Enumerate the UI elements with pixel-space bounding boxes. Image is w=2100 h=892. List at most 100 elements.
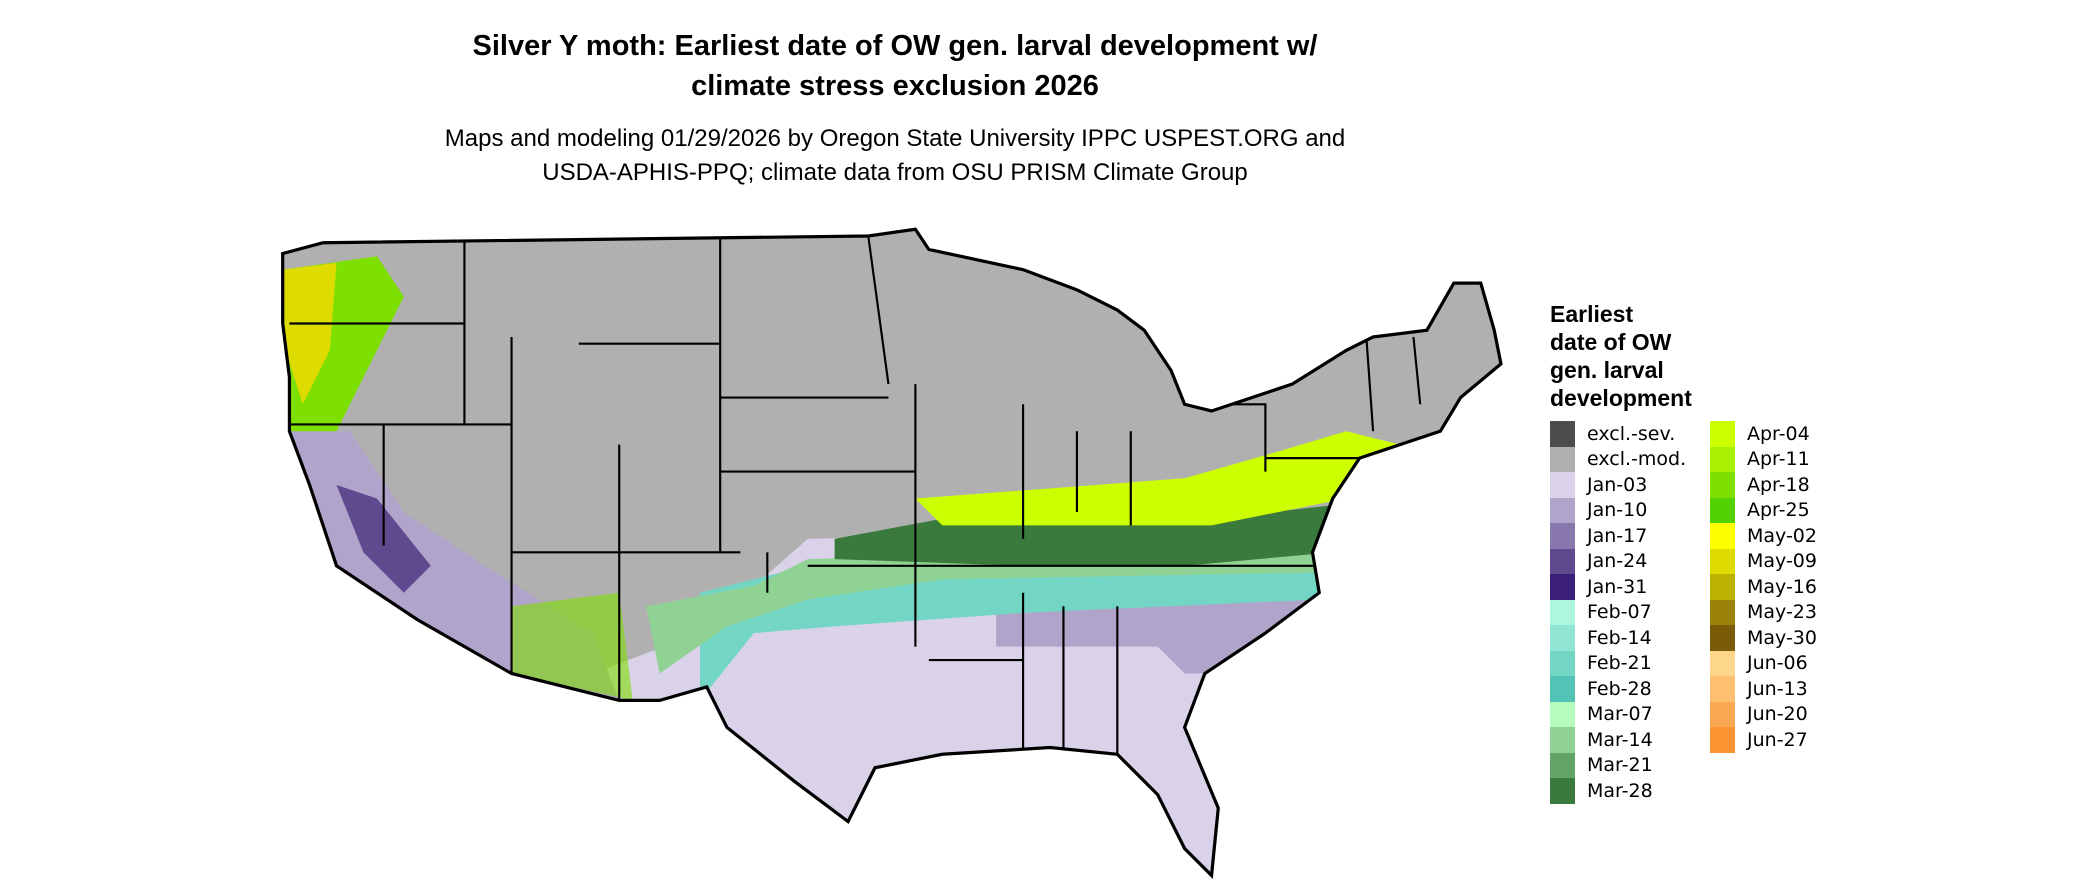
legend-title-line: gen. larval: [1550, 357, 1664, 383]
legend-swatch: [1550, 523, 1575, 549]
map-subtitle: Maps and modeling 01/29/2026 by Oregon S…: [300, 122, 1490, 190]
legend-item: May-02: [1710, 523, 1817, 549]
legend-swatch: [1550, 676, 1575, 702]
legend-item: Apr-25: [1710, 497, 1817, 523]
legend-item: Apr-11: [1710, 446, 1817, 472]
legend-item: Mar-07: [1550, 701, 1686, 727]
legend-item: excl.-mod.: [1550, 446, 1687, 472]
legend-label: Mar-21: [1587, 754, 1653, 777]
legend-item: Apr-18: [1710, 472, 1817, 498]
legend-item: Jan-03: [1550, 472, 1686, 498]
legend-label: Feb-14: [1587, 626, 1652, 649]
legend-swatch: [1710, 472, 1735, 498]
legend-label: Jun-20: [1747, 703, 1808, 726]
region-west-may: [282, 262, 337, 405]
legend-item: Jan-10: [1550, 497, 1686, 523]
legend-label: Mar-28: [1587, 779, 1653, 802]
legend-label: excl.-sev.: [1587, 422, 1676, 445]
legend-title-line: Earliest: [1550, 301, 1634, 327]
legend-swatch: [1550, 625, 1575, 651]
title-line-1: Silver Y moth: Earliest date of OW gen. …: [472, 30, 1318, 62]
legend-column-2: Apr-04 Apr-11 Apr-18 Apr-25 May-02 May-09 May-…: [1710, 421, 1817, 753]
legend-swatch: [1710, 574, 1735, 600]
legend-swatch: [1550, 599, 1575, 625]
legend-item: Feb-28: [1550, 676, 1686, 702]
legend-swatch: [1550, 446, 1575, 472]
legend-swatch: [1550, 421, 1575, 447]
map-title: Silver Y moth: Earliest date of OW gen. …: [300, 26, 1490, 106]
legend-label: Jun-13: [1747, 677, 1808, 700]
legend-label: May-30: [1747, 626, 1817, 649]
legend-item: Jan-24: [1550, 548, 1686, 574]
subtitle-line-2: USDA-APHIS-PPQ; climate data from OSU PR…: [542, 159, 1248, 186]
legend-swatch: [1710, 523, 1735, 549]
legend-title-line: development: [1550, 385, 1692, 411]
legend-swatch: [1710, 446, 1735, 472]
legend-label: Mar-14: [1587, 728, 1653, 751]
legend-title: Earliest date of OW gen. larval developm…: [1550, 300, 1692, 412]
legend-swatch: [1710, 497, 1735, 523]
legend-item: May-23: [1710, 599, 1817, 625]
legend-item: May-09: [1710, 548, 1817, 574]
legend-label: Jun-27: [1747, 728, 1808, 751]
legend-label: Jan-17: [1587, 524, 1648, 547]
legend-swatch: [1710, 421, 1735, 447]
legend-swatch: [1710, 727, 1735, 753]
legend-item: Mar-14: [1550, 727, 1686, 753]
legend-label: Mar-07: [1587, 703, 1653, 726]
legend-item: Mar-21: [1550, 752, 1686, 778]
title-line-2: climate stress exclusion 2026: [691, 70, 1099, 102]
legend-item: Apr-04: [1710, 421, 1817, 447]
legend-item: Feb-07: [1550, 599, 1686, 625]
legend-swatch: [1550, 472, 1575, 498]
legend-swatch: [1710, 701, 1735, 727]
legend-swatch: [1710, 548, 1735, 574]
legend-label: Jan-24: [1587, 550, 1648, 573]
legend-item: Jun-27: [1710, 727, 1817, 753]
legend-column-1: excl.-sev. excl.-mod. Jan-03 Jan-10 Jan-17 Ja…: [1550, 421, 1686, 804]
legend-label: Apr-11: [1747, 448, 1810, 471]
legend-swatch: [1550, 727, 1575, 753]
legend-swatch: [1550, 497, 1575, 523]
legend-title-line: date of OW: [1550, 329, 1672, 355]
legend-label: excl.-mod.: [1587, 448, 1687, 471]
legend-item: May-16: [1710, 574, 1817, 600]
legend-item: Feb-14: [1550, 625, 1686, 651]
state-borders: [289, 235, 1422, 755]
legend-swatch: [1710, 625, 1735, 651]
legend-label: Feb-21: [1587, 652, 1652, 675]
legend-item: Jun-13: [1710, 676, 1817, 702]
us-outline: [281, 227, 1503, 879]
legend-label: May-09: [1747, 550, 1817, 573]
legend-label: Apr-04: [1747, 422, 1810, 445]
legend-item: Mar-28: [1550, 778, 1686, 804]
legend-label: Apr-18: [1747, 473, 1810, 496]
region-apr-04: [915, 431, 1400, 526]
legend-swatch: [1550, 574, 1575, 600]
legend-label: May-23: [1747, 601, 1817, 624]
legend-swatch: [1550, 548, 1575, 574]
region-mar-14: [646, 545, 1320, 674]
legend-label: Jan-03: [1587, 473, 1648, 496]
region-az-apr: [511, 592, 633, 701]
legend-swatch: [1710, 650, 1735, 676]
legend-swatch: [1550, 778, 1575, 804]
legend-item: Jun-20: [1710, 701, 1817, 727]
legend-swatch: [1710, 599, 1735, 625]
legend-label: May-16: [1747, 575, 1817, 598]
subtitle-line-1: Maps and modeling 01/29/2026 by Oregon S…: [444, 125, 1346, 152]
legend-swatch: [1550, 650, 1575, 676]
legend-item: Feb-21: [1550, 650, 1686, 676]
legend-label: May-02: [1747, 524, 1817, 547]
legend-swatch: [1550, 701, 1575, 727]
legend-label: Jan-31: [1587, 575, 1648, 598]
legend-item: Jan-31: [1550, 574, 1686, 600]
legend-swatch: [1710, 676, 1735, 702]
legend-item: Jan-17: [1550, 523, 1686, 549]
legend-swatch: [1550, 752, 1575, 778]
legend-label: Jun-06: [1747, 652, 1808, 675]
legend-label: Apr-25: [1747, 499, 1810, 522]
legend-item: Jun-06: [1710, 650, 1817, 676]
